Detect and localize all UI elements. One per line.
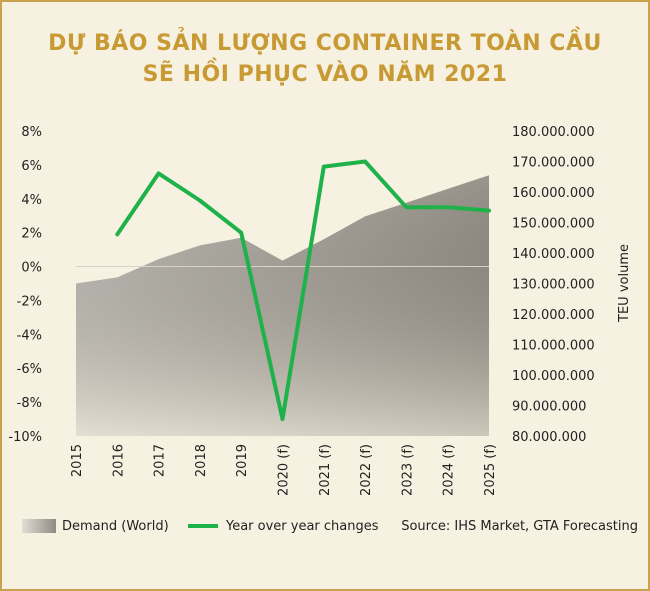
left-tick-label: 8%: [21, 125, 42, 140]
right-tick-label: 90.000.000: [512, 400, 586, 415]
right-tick-label: 180.000.000: [512, 125, 595, 140]
left-tick-label: 4%: [21, 193, 42, 208]
left-tick-label: -2%: [17, 294, 42, 309]
legend-label-demand: Demand (World): [62, 519, 169, 534]
left-tick-label: 2%: [21, 227, 42, 242]
right-tick-label: 110.000.000: [512, 339, 595, 354]
right-tick-label: 150.000.000: [512, 217, 595, 232]
demand-area-fade: [76, 175, 489, 436]
legend: Demand (World) Year over year changes So…: [22, 519, 638, 534]
x-tick-label: 2023 (f): [400, 444, 415, 496]
x-tick-label: 2016: [111, 444, 126, 477]
left-tick-label: -4%: [17, 328, 42, 343]
x-tick-label: 2015: [70, 444, 85, 477]
left-tick-label: 6%: [21, 159, 42, 174]
right-tick-label: 140.000.000: [512, 247, 595, 262]
chart-title: DỰ BÁO SẢN LƯỢNG CONTAINER TOÀN CẦU SẼ H…: [0, 28, 650, 90]
x-tick-label: 2025 (f): [483, 444, 498, 496]
yoy-line: [115, 159, 491, 422]
source-note: Source: IHS Market, GTA Forecasting: [401, 519, 638, 534]
chart-title-line1: DỰ BÁO SẢN LƯỢNG CONTAINER TOÀN CẦU: [48, 31, 602, 56]
x-axis-ticks: 2015 2016 2017 2018 2019 2020 (f) 2021 (f) 2022…: [70, 444, 498, 496]
x-tick-label: 2019: [235, 444, 250, 477]
x-tick-label: 2020 (f): [277, 444, 292, 496]
right-tick-label: 120.000.000: [512, 308, 595, 323]
legend-swatch-demand: [22, 519, 56, 533]
right-tick-label: 160.000.000: [512, 186, 595, 201]
yoy-line-layer: [115, 159, 491, 422]
right-axis-ticks: 80.000.000 90.000.000 100.000.000 110.000.0…: [512, 125, 595, 445]
x-tick-label: 2021 (f): [318, 444, 333, 496]
x-tick-label: 2017: [153, 444, 168, 477]
chart-title-line2: SẼ HỒI PHỤC VÀO NĂM 2021: [142, 62, 508, 87]
right-axis-label: TEU volume: [617, 244, 632, 323]
right-tick-label: 80.000.000: [512, 430, 586, 445]
legend-label-yoy: Year over year changes: [225, 519, 379, 534]
x-tick-label: 2018: [194, 444, 209, 477]
demand-area-layer: [76, 175, 489, 436]
left-tick-label: -8%: [17, 396, 42, 411]
x-tick-label: 2022 (f): [359, 444, 374, 496]
left-axis-ticks: -10% -8% -6% -4% -2% 0% 2% 4% 6% 8%: [8, 125, 42, 445]
right-tick-label: 130.000.000: [512, 278, 595, 293]
x-tick-label: 2024 (f): [442, 444, 457, 496]
left-tick-label: -6%: [17, 362, 42, 377]
left-tick-label: -10%: [8, 430, 42, 445]
right-tick-label: 170.000.000: [512, 156, 595, 171]
right-tick-label: 100.000.000: [512, 369, 595, 384]
left-tick-label: 0%: [21, 261, 42, 276]
